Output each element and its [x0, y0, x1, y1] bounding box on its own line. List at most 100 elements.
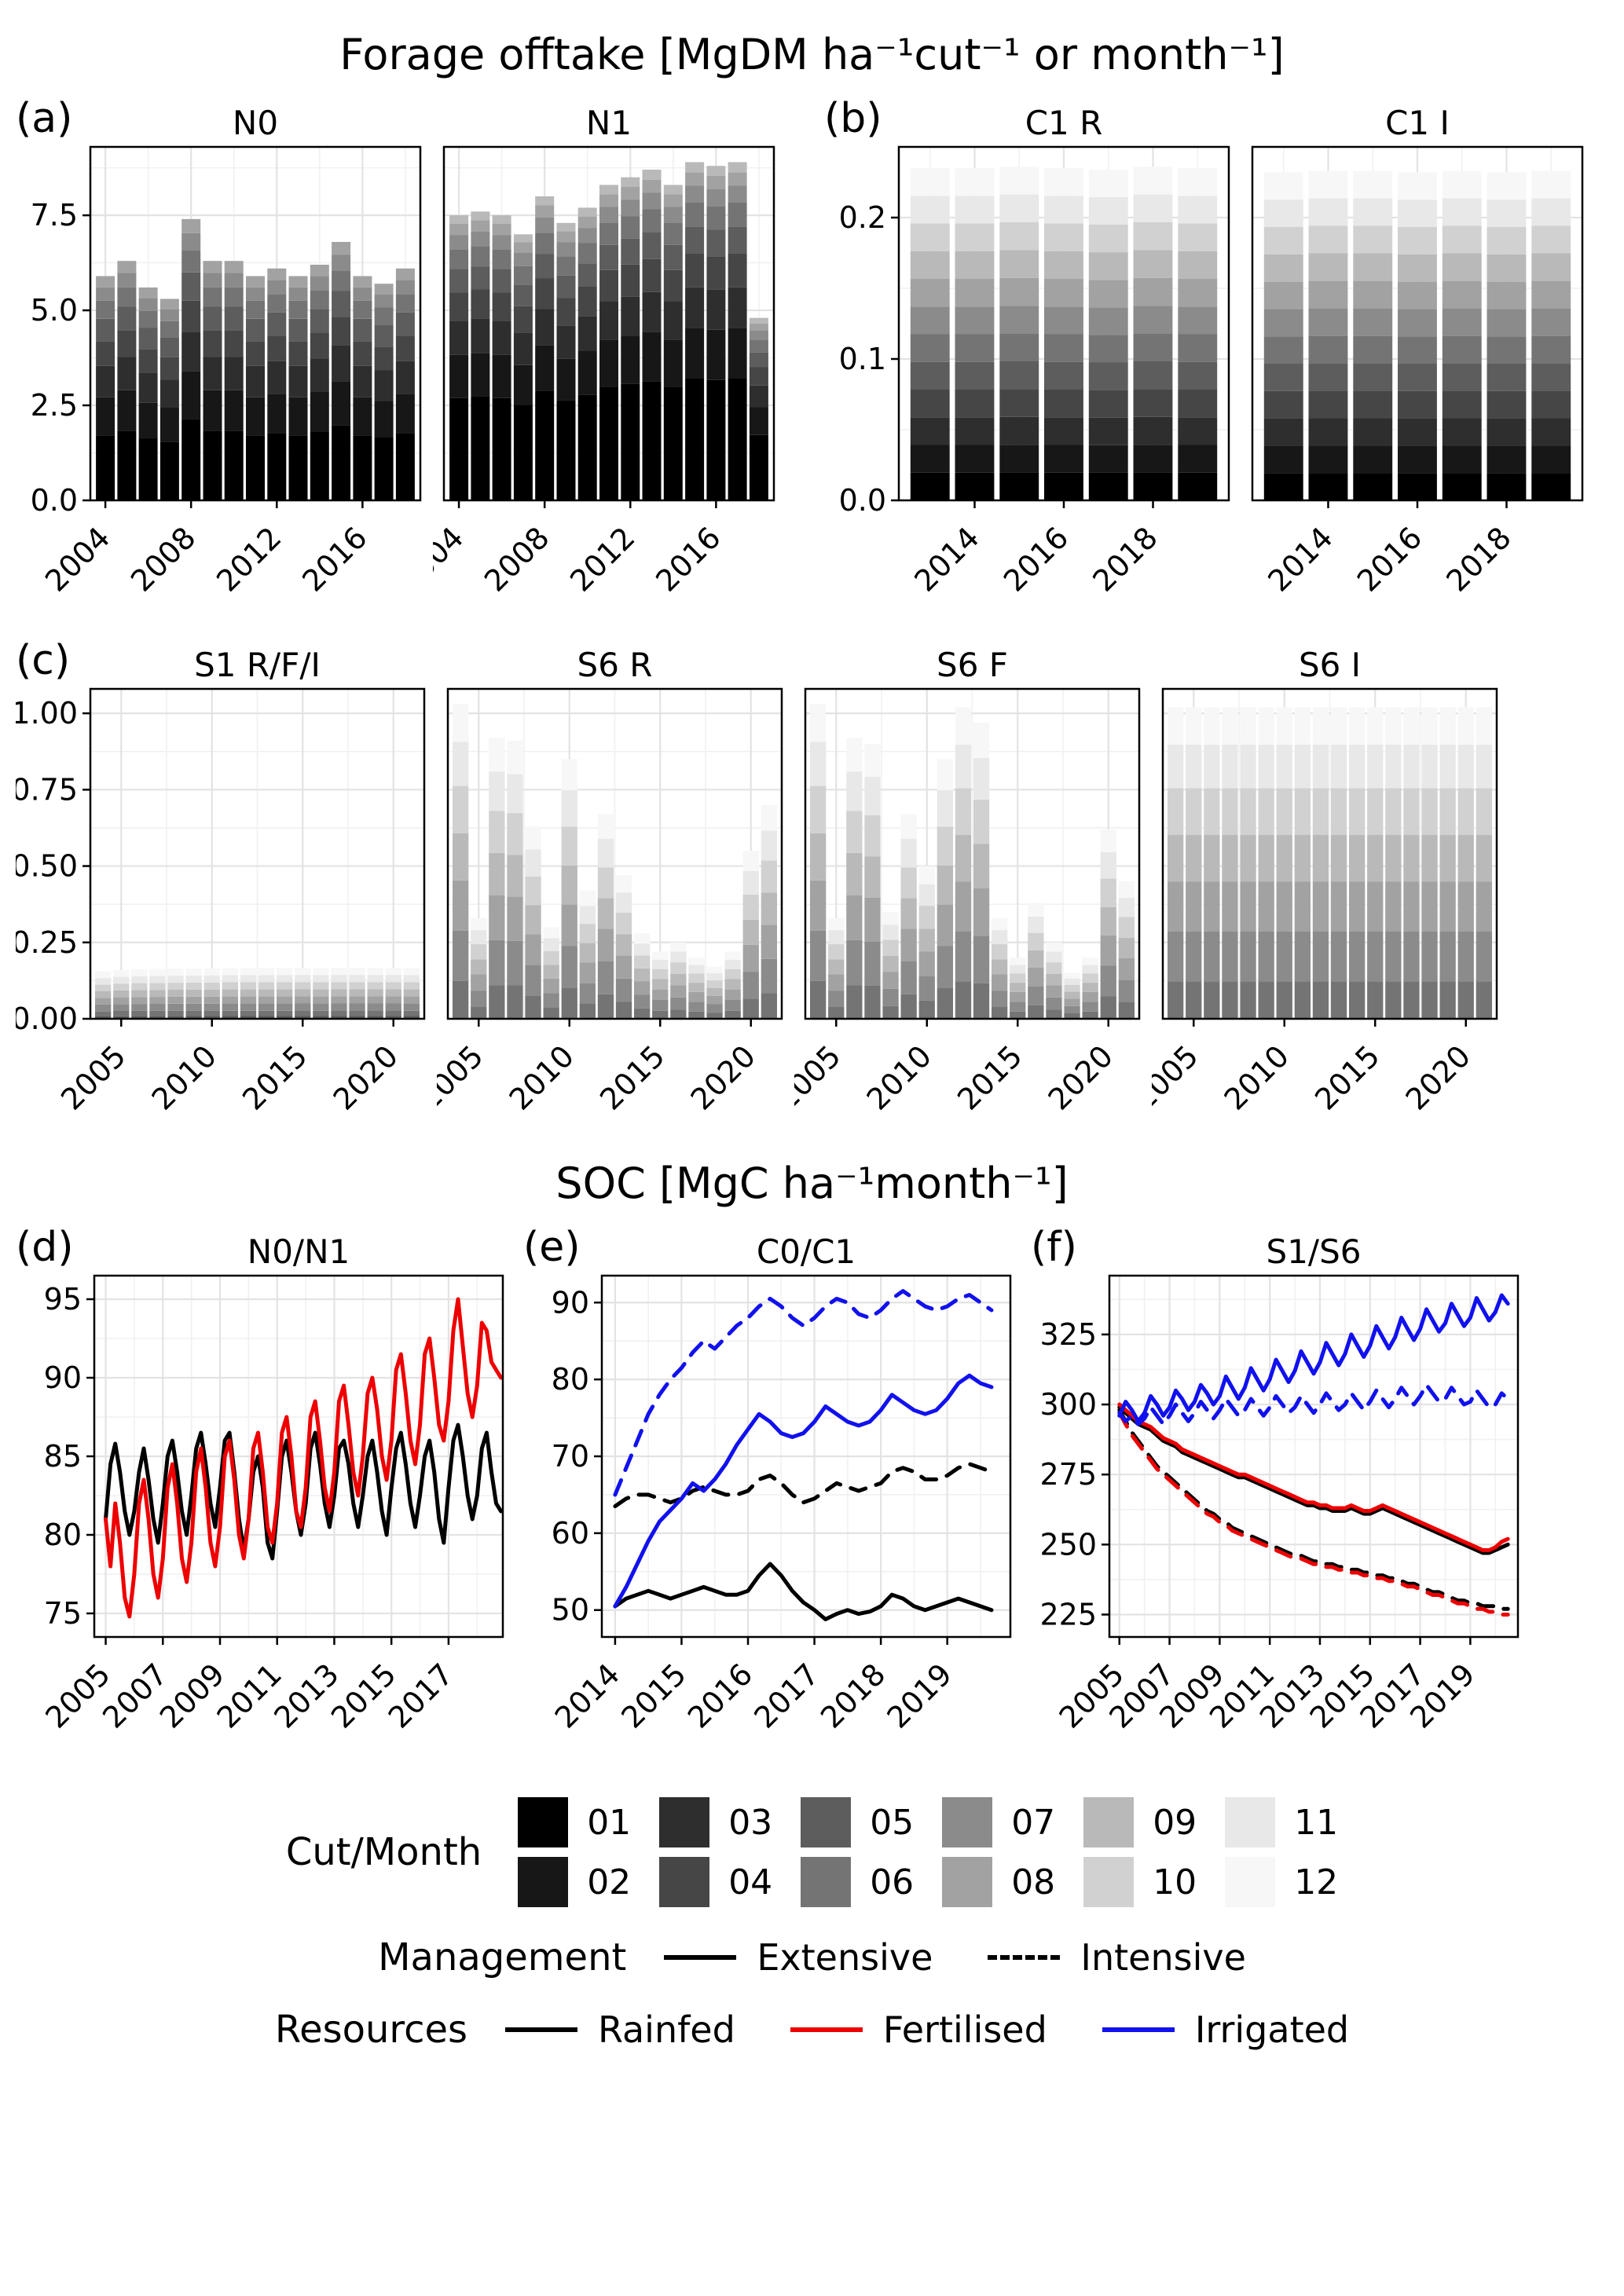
legend-resources-label: Resources	[274, 2008, 468, 2052]
svg-text:2016: 2016	[649, 520, 728, 599]
legend-resources: Resources Rainfed Fertilised Irrigated	[13, 2008, 1611, 2052]
svg-text:2020: 2020	[684, 1038, 763, 1117]
row-forage-top: (a) N0 0.0 2.5 5.0 7.5 2004 2008 2012 2016 N1 200…	[16, 98, 1611, 621]
cut-month-swatches: 01 02 03 04 05 06 07 08 09 10 11 12	[518, 1797, 1338, 1907]
resources-item-fertilised: Fertilised	[790, 2009, 1047, 2051]
subplot-s1-s6: S1/S622525027530032520052007200920112013…	[1039, 1232, 1520, 1735]
resources-line-sample	[790, 2027, 863, 2032]
cut-legend-item-09: 09	[1083, 1797, 1197, 1847]
panel-d: (d) N0/N1 75 80 85 90 95 2005 2007 2009 2011 2013 2…	[16, 1227, 511, 1766]
svg-text:2014: 2014	[907, 520, 986, 599]
svg-text:2016: 2016	[295, 520, 374, 599]
svg-text:2004: 2004	[38, 520, 117, 599]
svg-text:60: 60	[552, 1516, 589, 1551]
resources-item-rainfed: Rainfed	[505, 2009, 735, 2051]
svg-text:2016: 2016	[681, 1657, 760, 1735]
legend-management: Management Extensive Intensive	[13, 1935, 1611, 1979]
panel-b-charts: C1 R 0.0 0.1 0.2 2014 2016 2018 C1 I 2014 2016 20…	[824, 104, 1589, 621]
cut-legend-item-01: 01	[518, 1797, 631, 1847]
svg-text:70: 70	[552, 1439, 589, 1474]
cut-legend-item-11: 11	[1225, 1797, 1338, 1847]
resources-label: Irrigated	[1194, 2009, 1350, 2051]
management-item-intensive: Intensive	[988, 1936, 1246, 1979]
cut-swatch-03	[659, 1797, 710, 1847]
svg-text:2.5: 2.5	[31, 388, 78, 423]
cut-legend-item-08: 08	[942, 1857, 1055, 1907]
svg-text:N0/N1: N0/N1	[247, 1233, 350, 1271]
legend-management-label: Management	[378, 1935, 627, 1979]
cut-swatch-07	[942, 1797, 993, 1847]
cut-swatch-06	[801, 1857, 852, 1907]
svg-text:50: 50	[552, 1593, 589, 1628]
svg-text:2010: 2010	[860, 1038, 939, 1117]
svg-text:2018: 2018	[1086, 520, 1164, 599]
cut-swatch-10	[1083, 1857, 1135, 1907]
cut-swatch-05	[801, 1797, 852, 1847]
svg-text:0.1: 0.1	[839, 342, 886, 376]
chart-c1-r: C1 R 0.0 0.1 0.2 2014 2016 2018	[824, 104, 1235, 621]
figure-title-forage: Forage offtake [MgDM ha⁻¹cut⁻¹ or month⁻…	[339, 30, 1285, 79]
cut-swatch-label: 11	[1294, 1802, 1339, 1843]
svg-text:2008: 2008	[478, 520, 556, 599]
svg-text:2018: 2018	[1439, 520, 1518, 599]
subplot-n1: N1 2004 2008 2012 2016	[392, 104, 775, 599]
cut-legend-column: 07 08	[942, 1797, 1055, 1907]
svg-text:2005: 2005	[38, 1657, 117, 1735]
svg-text:0.75: 0.75	[16, 772, 78, 807]
svg-text:2013: 2013	[267, 1657, 346, 1735]
panel-e: (e) C0/C1 50 60 70 80 90 2014 2015 2016 2017 2018 2…	[523, 1227, 1018, 1766]
subplot-c1-r: C1 R 0.0 0.1 0.2 2014 2016 2018	[839, 104, 1230, 599]
cut-swatch-12	[1225, 1857, 1276, 1907]
svg-text:325: 325	[1039, 1317, 1097, 1352]
panel-letter-f: (f)	[1031, 1224, 1077, 1271]
svg-text:2015: 2015	[1308, 1038, 1387, 1117]
management-label: Extensive	[757, 1936, 933, 1979]
svg-text:2008: 2008	[124, 520, 203, 599]
resources-line-sample	[1102, 2027, 1175, 2032]
series-irrigated-intensive	[1117, 1382, 1510, 1426]
svg-text:2017: 2017	[382, 1657, 460, 1735]
svg-text:90: 90	[552, 1285, 589, 1320]
legend-cut-month-label: Cut/Month	[285, 1830, 482, 1874]
chart-soc-c0c1: C0/C1 50 60 70 80 90 2014 2015 2016 2017 2018 2019	[523, 1232, 1018, 1766]
series-c0-extensive-rainfed	[613, 1562, 994, 1621]
svg-text:S6 F: S6 F	[937, 646, 1008, 684]
svg-text:275: 275	[1039, 1457, 1097, 1492]
svg-text:2015: 2015	[324, 1657, 403, 1735]
cut-swatch-02	[518, 1857, 569, 1907]
series-irrigated-extensive	[1117, 1293, 1510, 1423]
series-c1-extensive-irrigated	[613, 1373, 994, 1609]
svg-text:2016: 2016	[1351, 520, 1429, 599]
svg-text:1.00: 1.00	[16, 696, 78, 731]
svg-text:0.00: 0.00	[16, 1002, 78, 1036]
cut-swatch-04	[659, 1857, 710, 1907]
resources-line-sample	[505, 2027, 578, 2032]
cut-legend-item-10: 10	[1083, 1857, 1197, 1907]
panel-letter-c: (c)	[16, 637, 71, 684]
svg-text:2012: 2012	[563, 520, 642, 599]
svg-text:2020: 2020	[327, 1038, 405, 1117]
svg-text:90: 90	[44, 1360, 82, 1395]
svg-text:80: 80	[552, 1362, 589, 1397]
series-fertilised-extensive	[1117, 1402, 1510, 1552]
chart-s1-rfi: S1 R/F/I 0.00 0.25 0.50 0.75 1.00 2005 2010 2015…	[11, 646, 431, 1140]
cut-legend-column: 03 04	[659, 1797, 772, 1907]
cut-swatch-08	[942, 1857, 993, 1907]
svg-text:2014: 2014	[548, 1657, 627, 1735]
svg-text:7.5: 7.5	[31, 198, 78, 233]
management-line-sample	[988, 1955, 1061, 1960]
svg-text:2005: 2005	[437, 1038, 490, 1117]
svg-text:0.0: 0.0	[839, 483, 886, 518]
chart-soc-n0n1: N0/N1 75 80 85 90 95 2005 2007 2009 2011 2013 2015 2…	[16, 1232, 511, 1766]
svg-text:2017: 2017	[747, 1657, 826, 1735]
series-c1-intensive-irrigated	[613, 1289, 994, 1497]
cut-swatch-label: 10	[1153, 1862, 1197, 1902]
series-rainfed-extensive	[1117, 1405, 1510, 1555]
panel-f: (f) S1/S6 225 250 275 300 325 2005 2007 2009 2011…	[1031, 1227, 1526, 1766]
resources-label: Fertilised	[882, 2009, 1047, 2051]
series-rainfed-intensive	[1117, 1408, 1510, 1611]
cut-swatch-label: 05	[870, 1802, 915, 1843]
cut-swatch-label: 08	[1011, 1862, 1056, 1902]
svg-text:0.0: 0.0	[31, 483, 78, 518]
